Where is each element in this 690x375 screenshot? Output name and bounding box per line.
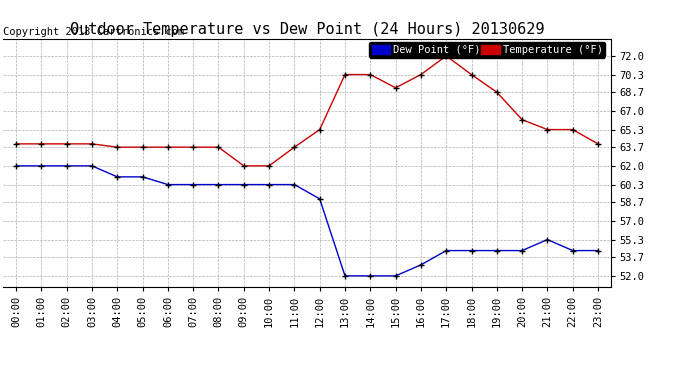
Title: Outdoor Temperature vs Dew Point (24 Hours) 20130629: Outdoor Temperature vs Dew Point (24 Hou… bbox=[70, 22, 544, 37]
Legend: Dew Point (°F), Temperature (°F): Dew Point (°F), Temperature (°F) bbox=[369, 42, 605, 57]
Text: Copyright 2013 Cartronics.com: Copyright 2013 Cartronics.com bbox=[3, 27, 185, 37]
